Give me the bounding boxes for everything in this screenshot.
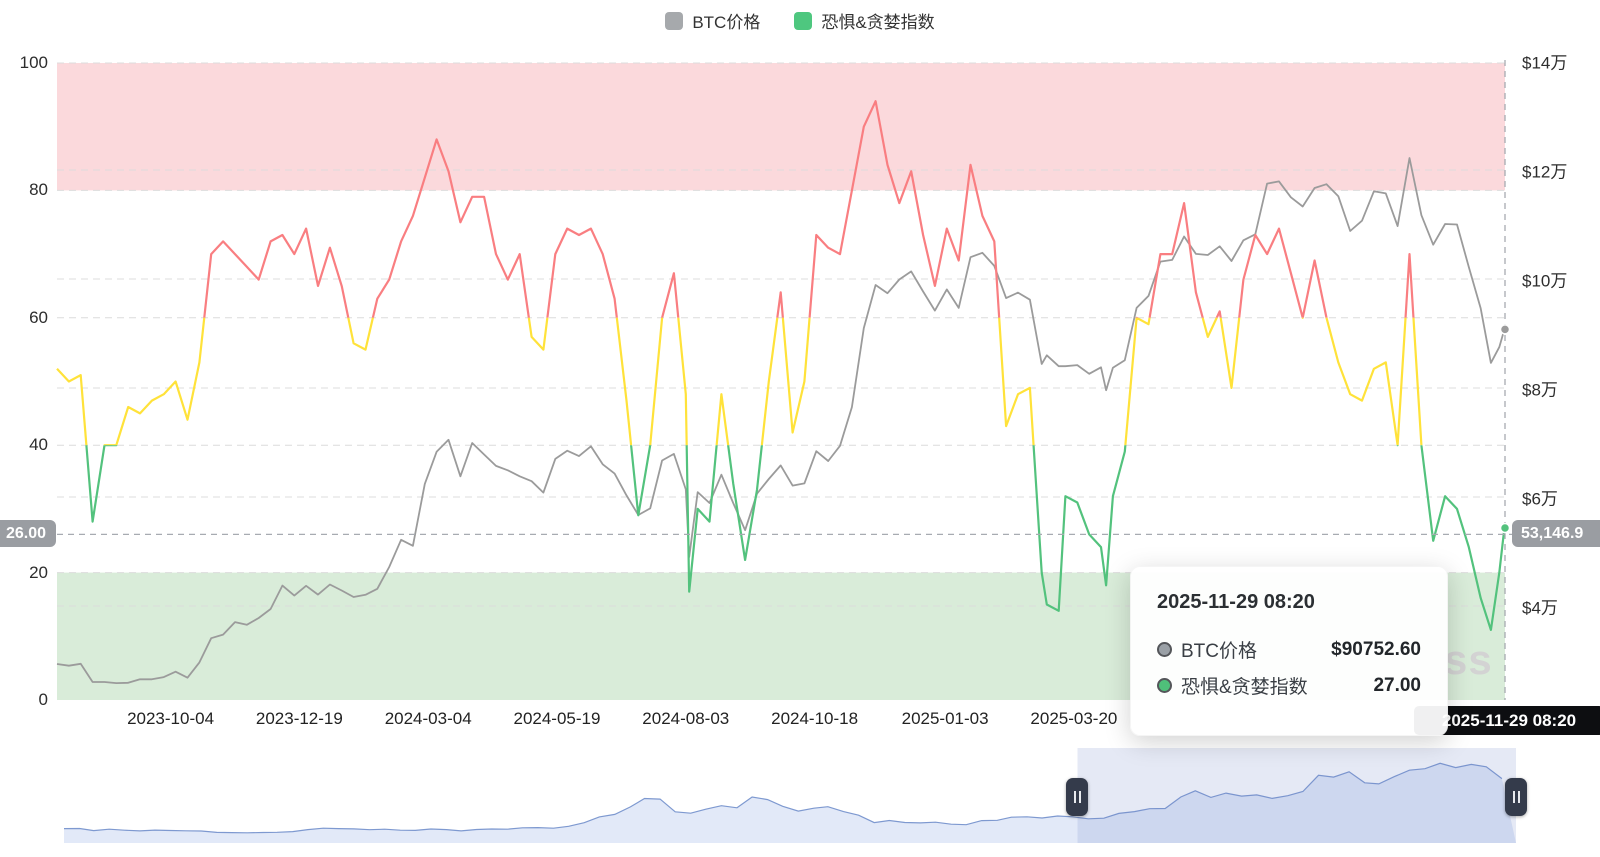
y-left-tick-label: 0 <box>38 690 48 709</box>
x-axis-tick-label: 2024-08-03 <box>642 709 730 728</box>
fng-series-marker-icon <box>1157 678 1172 693</box>
btc-endpoint-dot <box>1499 324 1511 335</box>
legend-item-fng[interactable]: 恐惧&贪婪指数 <box>794 8 935 33</box>
y-right-tick-label: $8万 <box>1522 380 1558 400</box>
tooltip: 2025-11-29 08:20 BTC价格 $90752.60 恐惧&贪婪指数… <box>1130 566 1448 736</box>
x-axis-tick-label: 2023-10-04 <box>127 709 215 728</box>
tooltip-title: 2025-11-29 08:20 <box>1157 591 1315 613</box>
legend-label-fng: 恐惧&贪婪指数 <box>821 13 935 32</box>
legend-item-btc[interactable]: BTC价格 <box>665 8 760 33</box>
y-left-tick-label: 100 <box>19 53 48 72</box>
fng-line-yellow <box>56 317 1423 446</box>
y-right-tick-label: $12万 <box>1522 162 1568 182</box>
minimap-area <box>64 763 1516 843</box>
left-axis-pointer-badge: 26.00 <box>0 520 57 547</box>
y-left-tick-label: 80 <box>29 180 48 200</box>
tooltip-value-btc: $90752.60 <box>1331 638 1421 660</box>
tooltip-row-fng: 恐惧&贪婪指数 27.00 <box>1157 672 1421 699</box>
btc-legend-swatch-icon <box>665 11 684 30</box>
datazoom-left-handle[interactable] <box>1066 778 1089 816</box>
x-axis-tick-label: 2025-01-03 <box>901 709 989 728</box>
y-left-tick-label: 40 <box>29 435 48 455</box>
fng-line-red <box>203 100 1415 318</box>
y-right-tick-label: $6万 <box>1522 489 1558 509</box>
minimap-selected-window <box>1077 748 1516 843</box>
y-left-tick-label: 20 <box>29 562 48 582</box>
btc-price-line <box>56 157 1506 684</box>
fng-endpoint-dot <box>1499 522 1511 534</box>
right-axis-pointer-badge: 53,146.9 <box>1512 520 1600 547</box>
y-right-tick-label: $10万 <box>1522 271 1568 291</box>
tooltip-value-fng: 27.00 <box>1373 674 1421 696</box>
legend-label-btc: BTC价格 <box>692 13 761 32</box>
legend: BTC价格 恐惧&贪婪指数 <box>0 8 1600 33</box>
x-axis-tick-label: 2023-12-19 <box>255 709 343 728</box>
tooltip-label-fng: 恐惧&贪婪指数 <box>1181 677 1308 698</box>
y-left-tick-label: 60 <box>29 307 48 327</box>
x-axis-tick-label: 2025-03-20 <box>1030 709 1118 728</box>
y-right-tick-label: $4万 <box>1522 598 1558 618</box>
tooltip-row-btc: BTC价格 $90752.60 <box>1157 636 1421 663</box>
y-right-tick-label: $14万 <box>1522 53 1568 73</box>
x-axis-tick-label: 2024-05-19 <box>513 709 601 728</box>
extreme-greed-band <box>57 63 1505 191</box>
x-axis-tick-label: 2024-03-04 <box>384 709 472 728</box>
datazoom-right-handle[interactable] <box>1505 778 1527 816</box>
tooltip-label-btc: BTC价格 <box>1181 641 1258 662</box>
watermark-text: ss <box>1444 636 1493 683</box>
minimap-line <box>63 762 1503 834</box>
btc-series-marker-icon <box>1157 642 1172 657</box>
x-axis-tick-label: 2024-10-18 <box>771 709 859 728</box>
fng-legend-swatch-icon <box>794 11 813 30</box>
